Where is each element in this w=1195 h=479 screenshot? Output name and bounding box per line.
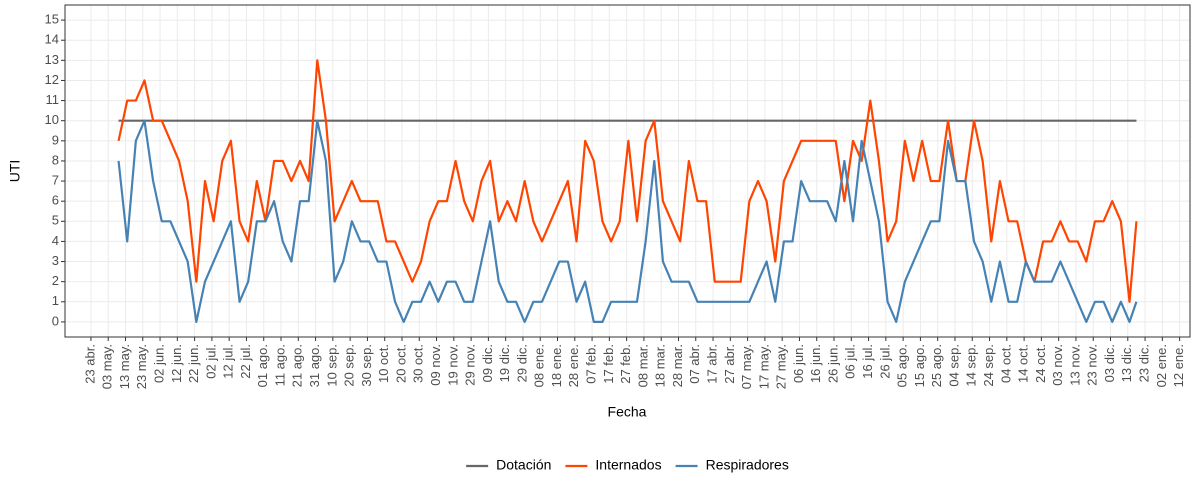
x-tick-label: 02 jul.	[203, 344, 218, 379]
y-tick-label: 12	[45, 72, 59, 87]
y-tick-label: 11	[46, 92, 60, 107]
x-tick-label: 23 nov.	[1085, 344, 1100, 386]
x-tick-label: 09 nov.	[428, 344, 443, 386]
x-tick-label: 06 jul.	[843, 344, 858, 379]
y-tick-label: 0	[52, 313, 59, 328]
x-tick-label: 28 ene.	[566, 344, 581, 387]
x-tick-label: 08 mar.	[635, 344, 650, 387]
x-tick-label: 10 sep.	[324, 344, 339, 387]
y-tick-label: 2	[52, 273, 59, 288]
x-tick-label: 07 abr.	[687, 344, 702, 384]
series-line	[117, 119, 1138, 324]
y-tick-label: 14	[45, 32, 59, 47]
x-tick-label: 07 may.	[739, 344, 754, 389]
plot-border	[64, 4, 1191, 338]
x-tick-label: 19 dic.	[497, 344, 512, 382]
x-tick-label: 26 jun.	[825, 344, 840, 383]
x-tick-label: 16 jun.	[808, 344, 823, 383]
x-tick-label: 04 oct.	[998, 344, 1013, 383]
x-tick-label: 23 abr.	[82, 344, 97, 384]
y-axis-title: UTI	[7, 160, 23, 183]
x-tick-label: 15 ago.	[912, 344, 927, 387]
x-tick-label: 02 ene.	[1154, 344, 1169, 387]
y-tick-label: 8	[52, 152, 59, 167]
x-tick-label: 28 mar.	[670, 344, 685, 387]
y-tick-label: 10	[45, 112, 59, 127]
x-tick-label: 14 oct.	[1016, 344, 1031, 383]
legend: Dotación Internados Respiradores	[466, 457, 789, 473]
x-tick-label: 08 ene.	[532, 344, 547, 387]
x-tick-label: 13 dic.	[1119, 344, 1134, 382]
legend-label: Dotación	[496, 457, 551, 473]
x-tick-label: 20 oct.	[393, 344, 408, 383]
x-tick-label: 22 jul.	[238, 344, 253, 379]
x-tick-label: 17 feb.	[601, 344, 616, 384]
x-tick-label: 16 jul.	[860, 344, 875, 379]
x-tick-label: 27 abr.	[722, 344, 737, 384]
x-tick-label: 06 jun.	[791, 344, 806, 383]
x-tick-label: 17 abr.	[704, 344, 719, 384]
x-tick-label: 29 nov.	[463, 344, 478, 386]
x-tick-label: 10 oct.	[376, 344, 391, 383]
x-tick-label: 12 ene.	[1171, 344, 1186, 387]
x-axis-title: Fecha	[608, 404, 647, 420]
y-tick-label: 3	[52, 253, 59, 268]
x-tick-label: 22 jun.	[186, 344, 201, 383]
x-tick-label: 12 jul.	[221, 344, 236, 379]
x-tick-label: 05 ago.	[895, 344, 910, 387]
x-tick-label: 17 may.	[756, 344, 771, 389]
x-tick-label: 03 nov.	[1050, 344, 1065, 386]
x-tick-label: 30 sep.	[359, 344, 374, 387]
x-tick-label: 23 may.	[134, 344, 149, 389]
x-tick-label: 03 may.	[100, 344, 115, 389]
x-tick-label: 12 jun.	[169, 344, 184, 383]
x-tick-label: 01 ago.	[255, 344, 270, 387]
y-tick-label: 6	[52, 193, 59, 208]
y-tick-label: 7	[52, 172, 59, 187]
x-tick-label: 21 ago.	[290, 344, 305, 387]
x-tick-label: 09 dic.	[480, 344, 495, 382]
legend-label: Respiradores	[706, 457, 789, 473]
x-tick-label: 29 dic.	[514, 344, 529, 382]
y-tick-label: 1	[52, 293, 59, 308]
x-tick-label: 18 mar.	[653, 344, 668, 387]
x-tick-label: 27 feb.	[618, 344, 633, 384]
x-tick-label: 19 nov.	[445, 344, 460, 386]
y-tick-label: 5	[52, 213, 59, 228]
x-tick-label: 24 oct.	[1033, 344, 1048, 383]
x-tick-label: 18 ene.	[549, 344, 564, 387]
x-tick-label: 30 oct.	[411, 344, 426, 383]
y-tick-label: 9	[52, 132, 59, 147]
x-tick-label: 11 ago.	[272, 344, 287, 386]
x-tick-label: 03 dic.	[1102, 344, 1117, 382]
x-tick-label: 27 may.	[774, 344, 789, 389]
series-line	[117, 59, 1138, 303]
x-tick-label: 04 sep.	[946, 344, 961, 387]
x-tick-label: 24 sep.	[981, 344, 996, 387]
x-tick-label: 25 ago.	[929, 344, 944, 387]
x-tick-label: 31 ago.	[307, 344, 322, 387]
y-tick-label: 13	[45, 52, 59, 67]
y-tick-label: 15	[45, 12, 59, 27]
x-tick-label: 23 dic.	[1137, 344, 1152, 382]
x-tick-label: 14 sep.	[964, 344, 979, 387]
x-tick-label: 07 feb.	[584, 344, 599, 384]
y-tick-label: 4	[52, 233, 59, 248]
x-tick-label: 13 may.	[117, 344, 132, 389]
legend-label: Internados	[595, 457, 661, 473]
x-tick-label: 02 jun.	[151, 344, 166, 383]
x-tick-label: 20 sep.	[342, 344, 357, 387]
x-tick-label: 26 jul.	[877, 344, 892, 379]
x-tick-label: 13 nov.	[1067, 344, 1082, 386]
